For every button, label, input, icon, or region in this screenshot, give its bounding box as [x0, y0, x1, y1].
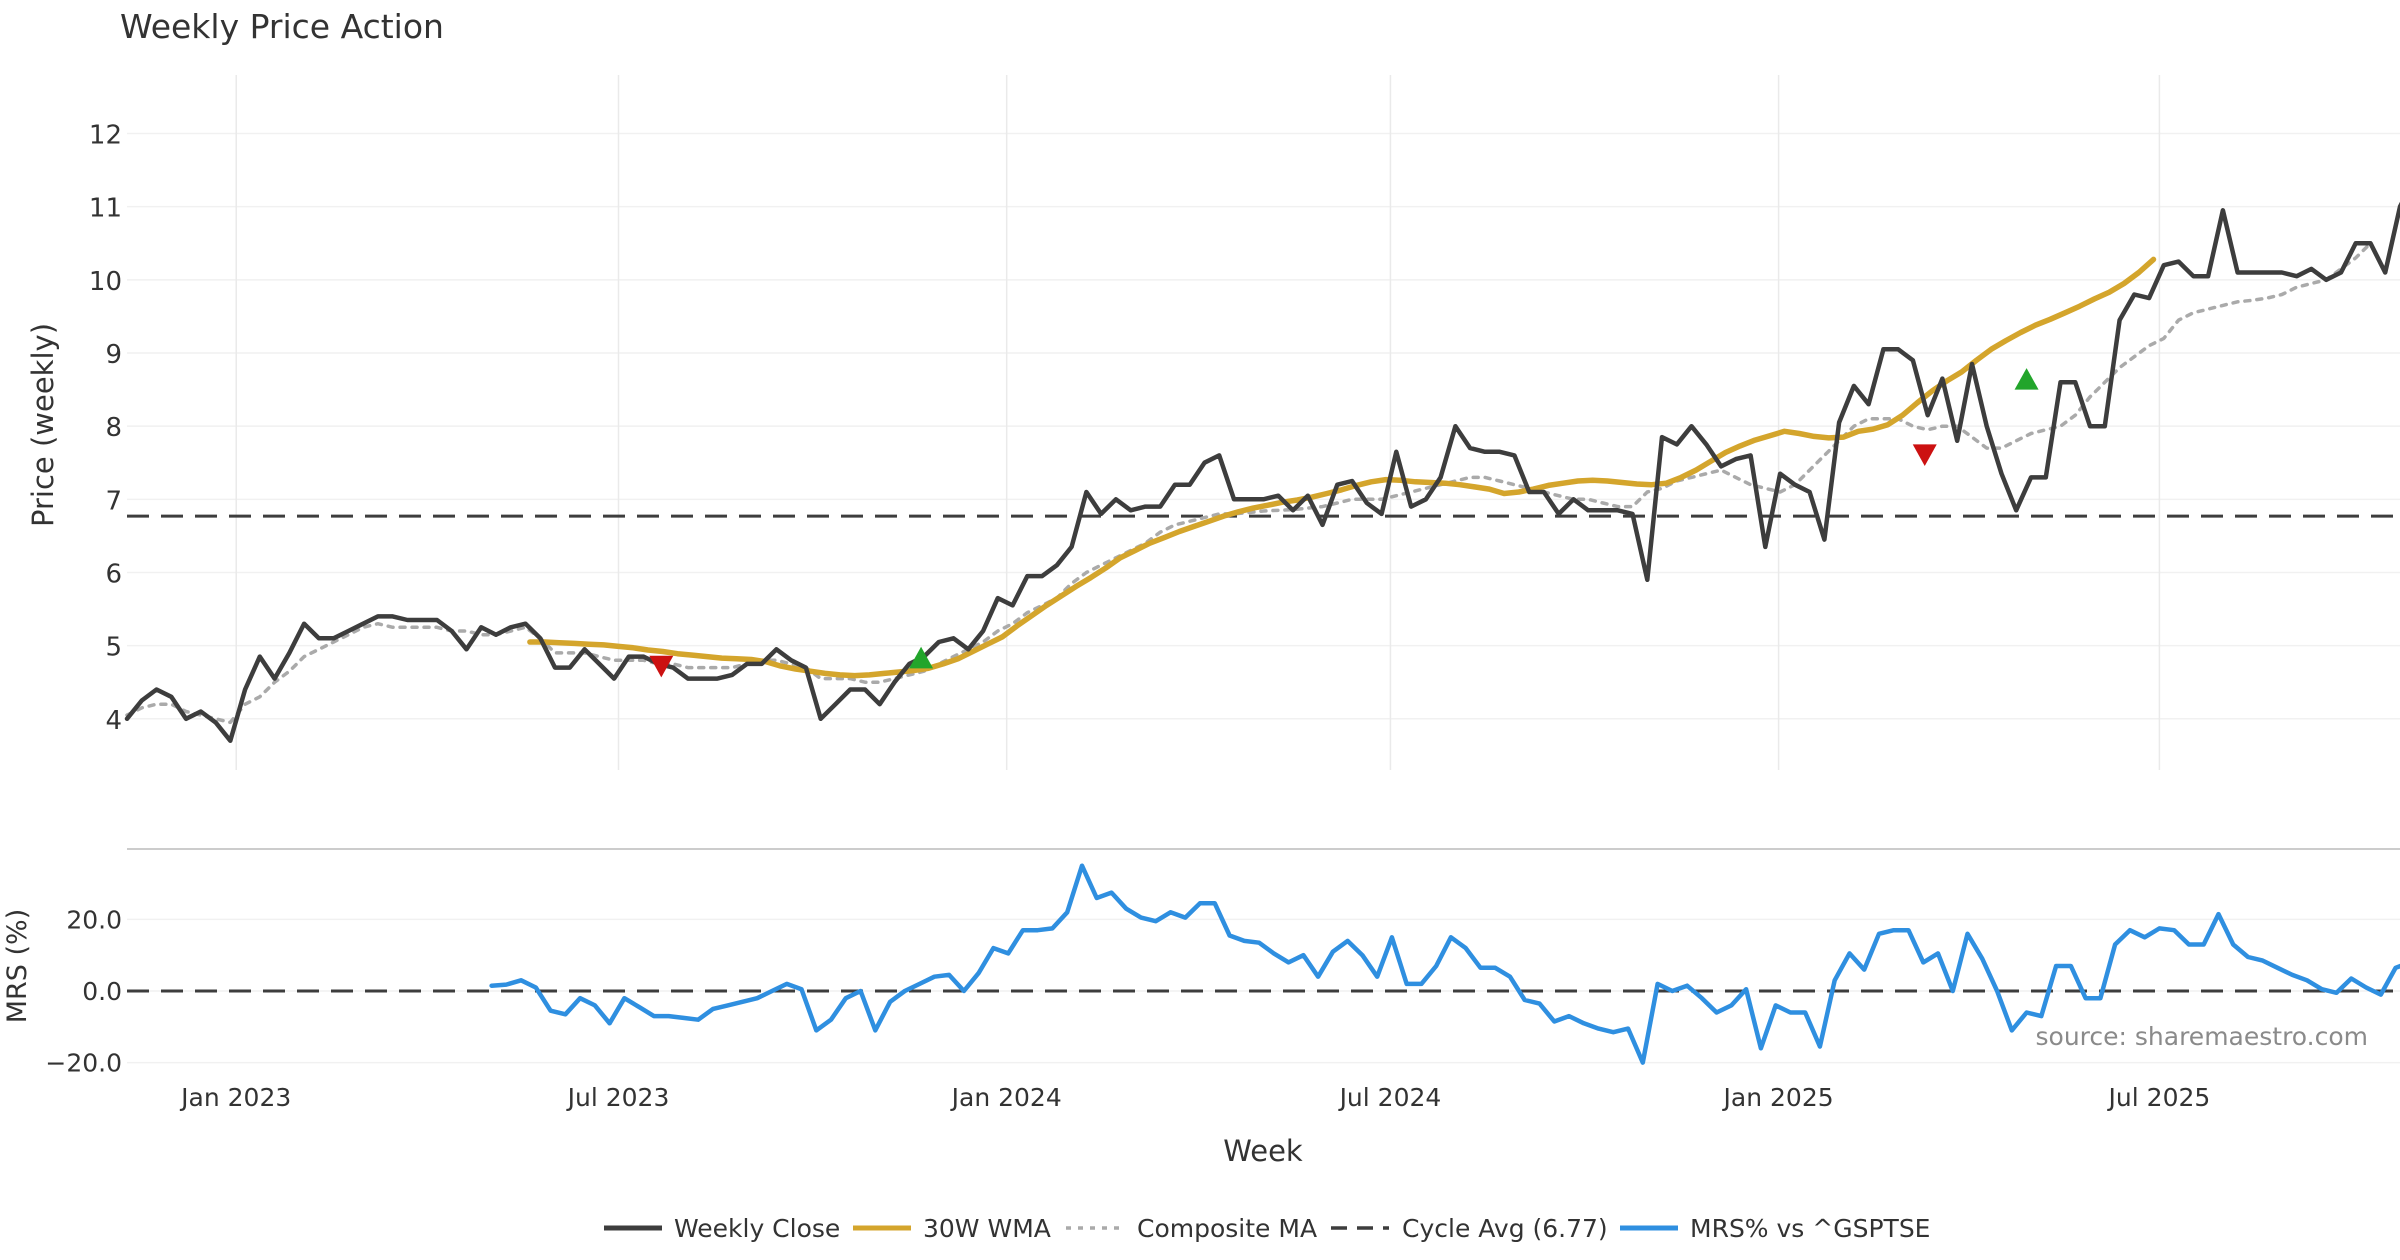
weekly-close-line: [124, 201, 2400, 743]
price-y-tick-label: 5: [105, 633, 122, 663]
x-tick-label: Jul 2023: [566, 1083, 670, 1112]
mrs-y-tick-label: −20.0: [45, 1049, 122, 1078]
x-tick-label: Jan 2023: [179, 1083, 291, 1112]
mrs-y-tick-label: 20.0: [66, 905, 122, 934]
mrs-panel: 20.0 0.0 −20.0 MRS (%) source: sharemaestr…: [2, 863, 2400, 1078]
x-axis-ticks: Jan 2023 Jul 2023 Jan 2024 Jul 2024 Jan 2025…: [179, 1083, 2210, 1112]
x-axis-label: Week: [1223, 1134, 1303, 1168]
buy-signal-marker: [2014, 368, 2039, 390]
signal-markers: [649, 368, 2039, 678]
x-tick-label: Jul 2025: [2107, 1083, 2211, 1112]
mrs-y-tick-label: 0.0: [82, 977, 122, 1006]
mrs-line: [489, 863, 2400, 1065]
price-y-tick-label: 8: [105, 413, 122, 443]
x-tick-label: Jul 2024: [1338, 1083, 1442, 1112]
sell-signal-marker: [1912, 444, 1937, 466]
price-series: [124, 201, 2400, 743]
source-annotation: source: sharemaestro.com: [2036, 1022, 2369, 1051]
price-y-tick-label: 7: [105, 486, 122, 516]
legend-label: Cycle Avg (6.77): [1402, 1214, 1608, 1243]
price-panel: 4 5 6 7 8 9 10 11 12 Price (weekly): [26, 75, 2400, 770]
price-y-tick-label: 11: [89, 194, 122, 224]
chart-title: Weekly Price Action: [120, 7, 444, 46]
price-y-tick-label: 12: [89, 121, 122, 151]
price-y-tick-label: 10: [89, 267, 122, 297]
mrs-series: [127, 863, 2400, 1065]
buy-signal-marker: [909, 646, 934, 669]
mrs-y-ticks: 20.0 0.0 −20.0: [45, 905, 122, 1077]
composite-ma-line: [125, 241, 2373, 725]
legend-label: Weekly Close: [674, 1214, 840, 1243]
x-tick-label: Jan 2024: [950, 1083, 1062, 1112]
price-y-tick-label: 6: [105, 559, 122, 589]
x-tick-label: Jan 2025: [1722, 1083, 1834, 1112]
price-y-tick-label: 9: [105, 340, 122, 370]
price-y-tick-label: 4: [105, 706, 122, 736]
legend-label: MRS% vs ^GSPTSE: [1690, 1214, 1930, 1243]
mrs-y-axis-label: MRS (%): [2, 909, 33, 1024]
price-y-axis-label: Price (weekly): [26, 323, 60, 527]
legend-label: 30W WMA: [923, 1214, 1051, 1243]
price-y-ticks: 4 5 6 7 8 9 10 11 12: [89, 121, 122, 736]
price-gridlines: [127, 75, 2400, 770]
sell-signal-marker: [649, 655, 674, 678]
legend: Weekly Close 30W WMA Composite MA Cycle Avg…: [604, 1214, 1930, 1243]
legend-label: Composite MA: [1137, 1214, 1317, 1243]
wma-30w-line: [527, 256, 2157, 679]
